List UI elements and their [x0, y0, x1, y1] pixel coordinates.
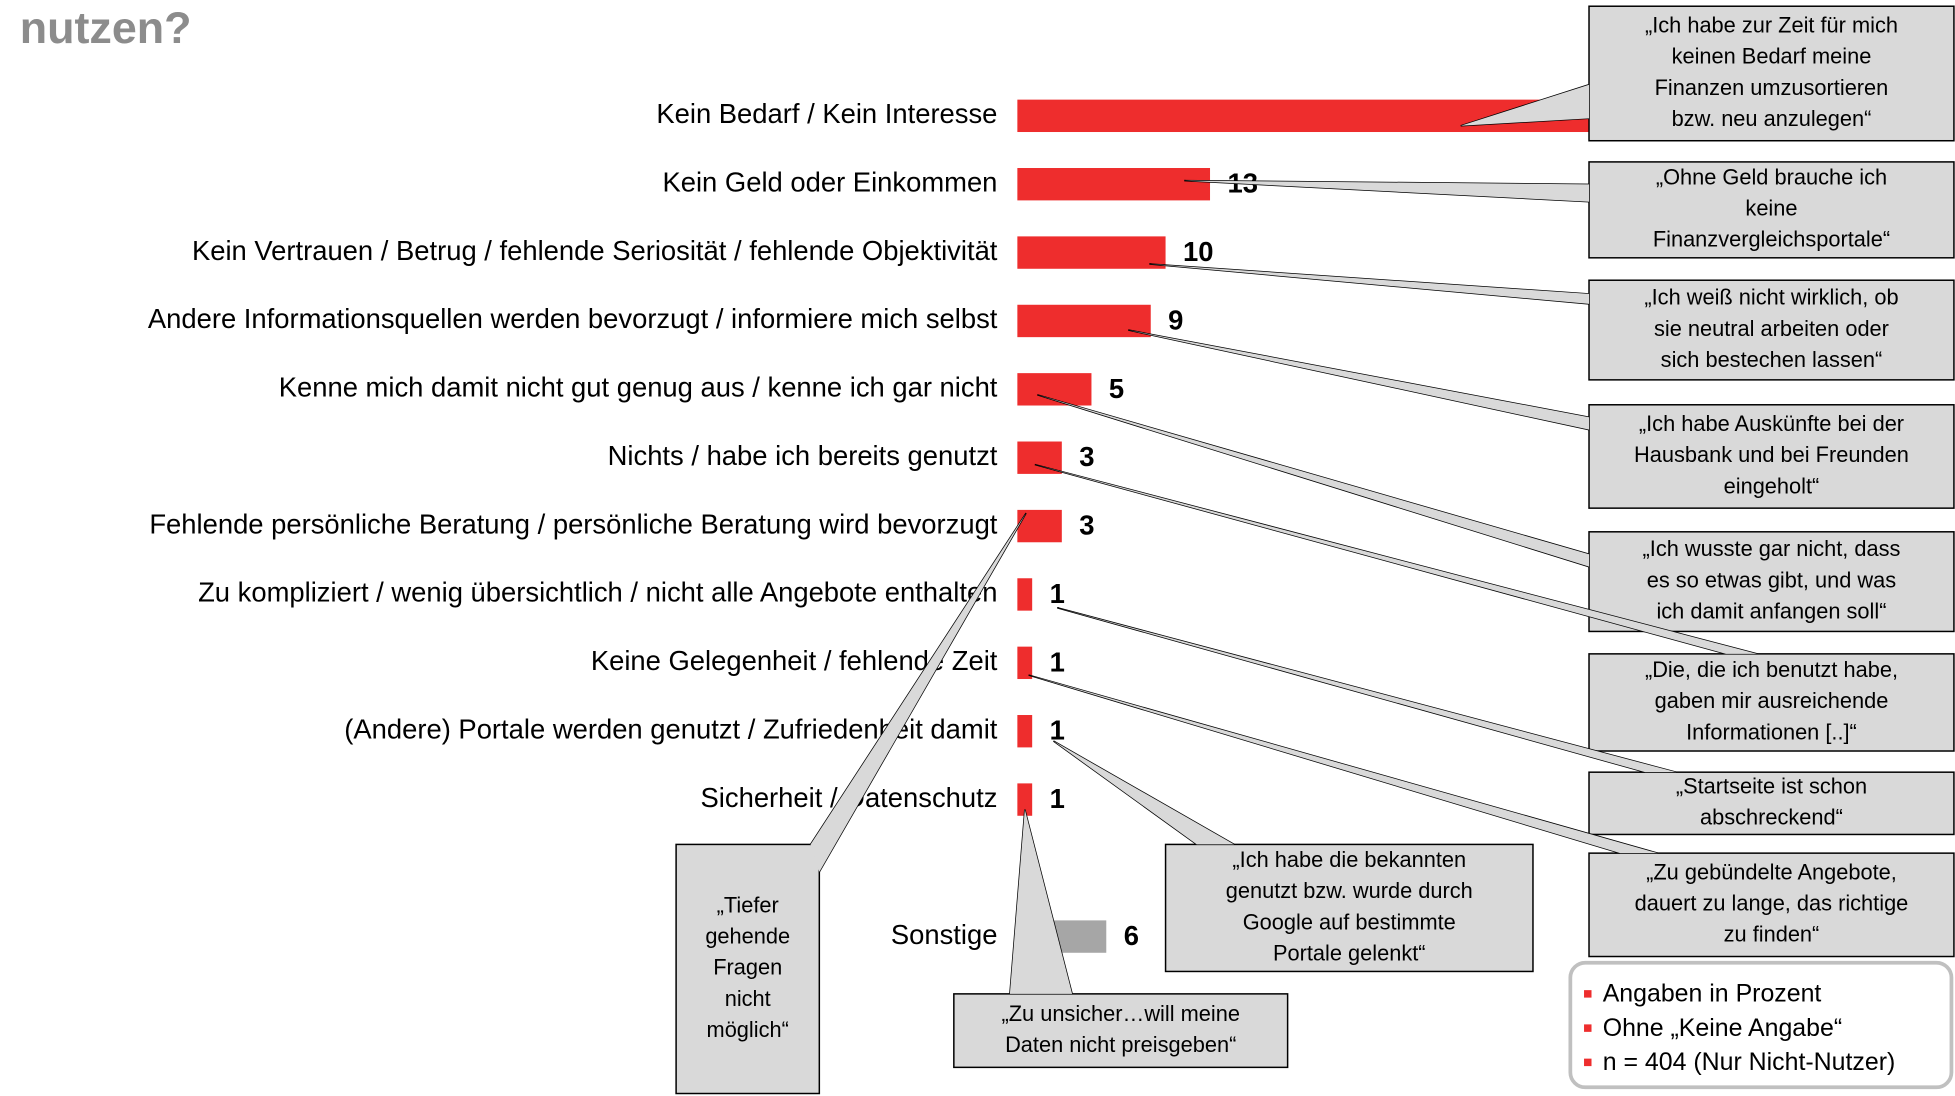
category-label: Sonstige: [891, 919, 998, 950]
bar: [1017, 236, 1166, 269]
callout-text: Hausbank und bei Freunden: [1634, 442, 1909, 467]
callout-text: gaben mir ausreichende: [1655, 688, 1889, 713]
callout-tail-join: [1128, 330, 1590, 430]
callout-text: keine: [1745, 196, 1797, 221]
callout-box: [1588, 531, 1955, 633]
callout-text: „Startseite ist schon: [1676, 773, 1867, 798]
value-label: 10: [1183, 236, 1213, 267]
callout-text: sie neutral arbeiten oder: [1654, 316, 1889, 341]
notes-box: [1568, 960, 1954, 1090]
callout-box: [675, 843, 821, 1095]
value-label: 1: [1050, 783, 1065, 814]
callout-text: Finanzvergleichsportale“: [1653, 227, 1890, 252]
value-label: 1: [1050, 646, 1065, 677]
note-text: Ohne „Keine Angabe“: [1603, 1014, 1842, 1042]
callout-text: Informationen [..]“: [1686, 719, 1857, 744]
bar: [1017, 168, 1211, 201]
note-bullet: [1584, 1024, 1592, 1032]
callout-text: „Ich weiß nicht wirklich, ob: [1644, 285, 1898, 310]
callout-text: zu finden“: [1724, 922, 1820, 947]
callout-text: gehende: [705, 924, 790, 949]
callout-tail-join: [1057, 607, 1677, 773]
callout-text: es so etwas gibt, und was: [1647, 567, 1897, 592]
category-label: Kein Vertrauen / Betrug / fehlende Serio…: [192, 235, 998, 266]
callout-text: „Ich wusste gar nicht, dass: [1643, 536, 1901, 561]
category-label: Andere Informationsquellen werden bevorz…: [148, 303, 998, 334]
value-label: 6: [1124, 920, 1139, 951]
value-label: 1: [1050, 715, 1065, 746]
callout-box: [953, 993, 1289, 1069]
bar: [1017, 646, 1033, 680]
callout-box: [1588, 771, 1955, 836]
bar: [1017, 715, 1033, 748]
note-text: Angaben in Prozent: [1603, 980, 1822, 1008]
callout-text: „Ich habe zur Zeit für mich: [1645, 13, 1898, 38]
bar: [1017, 783, 1033, 816]
callout-text: „Zu gebündelte Angebote,: [1646, 859, 1897, 884]
callout-tail-join: [1184, 180, 1590, 202]
callout-text: genutzt bzw. wurde durch: [1226, 878, 1473, 903]
callout-box: [1588, 653, 1955, 752]
callout-box: [1588, 852, 1955, 958]
callout-tail-join: [1028, 675, 1658, 854]
bar: [1017, 578, 1033, 611]
category-label: Kein Geld oder Einkommen: [662, 166, 997, 197]
callout-box: [1164, 843, 1534, 973]
callout-text: dauert zu lange, das richtige: [1635, 891, 1909, 916]
category-label: Kein Bedarf / Kein Interesse: [656, 98, 997, 129]
callout-tail-join: [1037, 394, 1590, 567]
category-label: Zu kompliziert / wenig übersichtlich / n…: [198, 577, 997, 608]
callout-text: Fragen: [713, 955, 782, 980]
callout-text: eingeholt“: [1724, 473, 1820, 498]
category-label: Fehlende persönliche Beratung / persönli…: [149, 508, 997, 539]
value-label: 3: [1079, 510, 1094, 541]
callout-text: „Ich habe die bekannten: [1232, 847, 1466, 872]
callout-text: sich bestechen lassen“: [1661, 347, 1883, 372]
note-text: n = 404 (Nur Nicht-Nutzer): [1603, 1048, 1896, 1076]
callout-text: ich damit anfangen soll“: [1656, 599, 1886, 624]
value-label: 9: [1168, 304, 1183, 335]
bar: [1017, 441, 1062, 474]
callout-text: „Die, die ich benutzt habe,: [1645, 657, 1898, 682]
callout-text: „Ich habe Auskünfte bei der: [1639, 411, 1904, 436]
callout-tail-join: [810, 513, 1027, 872]
callout-text: „Ohne Geld brauche ich: [1656, 164, 1887, 189]
callout-tail-join: [1034, 464, 1758, 654]
callout-text: bzw. neu anzulegen“: [1672, 106, 1872, 131]
callout-text: möglich“: [707, 1017, 789, 1042]
callout-tail-join: [1149, 264, 1590, 304]
callout-box: [1588, 279, 1955, 381]
callout-text: „Tiefer: [717, 892, 779, 917]
callout-text: nicht: [725, 986, 771, 1011]
category-label: Kenne mich damit nicht gut genug aus / k…: [279, 372, 998, 403]
value-label: 3: [1079, 441, 1094, 472]
callout-box: [1588, 161, 1955, 259]
callout-tail-join: [1009, 809, 1073, 994]
callout-text: Finanzen umzusortieren: [1655, 75, 1889, 100]
value-label: 1: [1050, 578, 1065, 609]
bar: [1017, 509, 1062, 543]
note-bullet: [1584, 1058, 1592, 1067]
value-label: 5: [1109, 373, 1124, 404]
callout-tail-join: [1460, 84, 1590, 126]
note-bullet: [1584, 990, 1592, 998]
category-label: Nichts / habe ich bereits genutzt: [608, 440, 998, 471]
callout-text: Google auf bestimmte: [1243, 909, 1456, 934]
callout-text: Portale gelenkt“: [1273, 940, 1426, 965]
callout-text: „Zu unsicher…will meine: [1001, 1001, 1239, 1026]
chart-title: nutzen?: [20, 2, 192, 53]
bar: [1017, 304, 1151, 338]
callout-text: abschreckend“: [1700, 805, 1843, 830]
callout-box: [1588, 5, 1955, 142]
callout-text: Daten nicht preisgeben“: [1005, 1032, 1236, 1057]
callout-text: keinen Bedarf meine: [1672, 44, 1872, 69]
callout-box: [1588, 404, 1955, 509]
